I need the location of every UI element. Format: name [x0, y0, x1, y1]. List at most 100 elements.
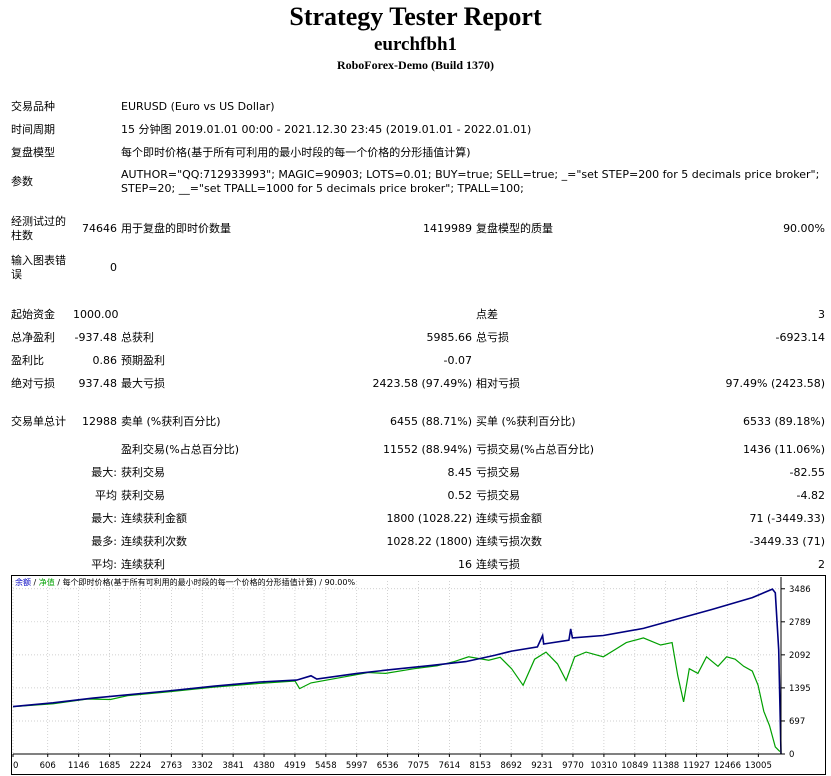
- symbol-value: EURUSD (Euro vs US Dollar): [121, 99, 275, 113]
- max-consec-profit-label: 连续获利次数: [121, 534, 187, 548]
- x-tick-label: 6536: [377, 761, 399, 771]
- bars-label: 经测试过的柱数: [11, 214, 66, 242]
- largest-profit-value: 8.45: [447, 465, 473, 479]
- abs-drawdown-value: 937.48: [78, 376, 118, 390]
- period-label: 时间周期: [11, 122, 55, 136]
- max-consec-profit-value: 1028.22 (1800): [386, 534, 472, 548]
- total-trades-value: 12988: [82, 415, 117, 428]
- params-line-2: STEP=20; __="set TPALL=1000 for 5 decima…: [121, 181, 524, 195]
- quality-label: 复盘模型的质量: [476, 221, 553, 235]
- model-label: 复盘模型: [11, 145, 55, 159]
- loss-trades-label: 亏损交易(%占总百分比): [476, 442, 595, 456]
- gross-profit-value: 5985.66: [426, 330, 473, 344]
- chart-legend: 余额 / 净值 / 每个即时价格(基于所有可利用的最小时段的每一个价格的分形插值…: [15, 577, 355, 587]
- x-tick-label: 10310: [590, 761, 617, 771]
- x-tick-label: 3841: [222, 761, 244, 771]
- x-tick-label: 8153: [469, 761, 491, 771]
- gross-loss-label: 总亏损: [476, 330, 509, 344]
- average-profit-value: 0.52: [447, 488, 473, 502]
- avg-consec-losses-value: 2: [818, 557, 826, 571]
- report-table: 交易品种 EURUSD (Euro vs US Dollar) 时间周期 15 …: [9, 95, 827, 576]
- y-tick-label: 1395: [789, 684, 811, 694]
- largest-loss-label: 亏损交易: [476, 465, 520, 479]
- y-tick-label: 2092: [789, 651, 811, 661]
- x-tick-label: 1146: [68, 761, 90, 771]
- period-value: 15 分钟图 2019.01.01 00:00 - 2021.12.30 23:…: [121, 122, 532, 136]
- average-profit-label: 获利交易: [121, 488, 165, 502]
- total-trades-label: 交易单总计: [11, 415, 66, 428]
- abs-drawdown-label: 绝对亏损: [11, 376, 55, 390]
- legend-sep: /: [31, 578, 39, 587]
- x-tick-label: 13005: [745, 761, 772, 771]
- deposit-value: 1000.00: [73, 307, 119, 321]
- x-tick-label: 12466: [714, 761, 741, 771]
- average-prefix: 平均: [95, 488, 117, 502]
- deposit-label: 起始资金: [11, 307, 55, 321]
- errors-value: 0: [110, 260, 117, 274]
- x-tick-label: 7075: [408, 761, 430, 771]
- x-tick-label: 5997: [346, 761, 368, 771]
- x-tick-label: 9231: [531, 761, 553, 771]
- average-loss-value: -4.82: [796, 488, 826, 502]
- profit-factor-label: 盈利比: [11, 353, 44, 367]
- x-tick-label: 8692: [500, 761, 522, 771]
- long-trades-label: 买单 (%获利百分比): [476, 415, 576, 428]
- x-tick-label: 11388: [652, 761, 679, 771]
- max-consec-wins-value: 1800 (1028.22): [386, 511, 472, 525]
- avg-consec-losses-label: 连续亏损: [476, 557, 520, 571]
- x-tick-label: 7614: [439, 761, 461, 771]
- x-tick-label: 5458: [315, 761, 337, 771]
- short-trades-value: 6455 (88.71%): [389, 415, 472, 428]
- win-trades-value: 11552 (88.94%): [382, 442, 472, 456]
- model-value: 每个即时价格(基于所有可利用的最小时段的每一个价格的分形插值计算): [121, 145, 471, 159]
- short-trades-label: 卖单 (%获利百分比): [121, 415, 221, 428]
- errors-label: 输入图表错误: [11, 253, 66, 281]
- expected-payoff-value: -0.07: [443, 353, 472, 367]
- gross-loss-value: -6923.14: [775, 330, 826, 344]
- rel-drawdown-value: 97.49% (2423.58): [725, 376, 826, 390]
- x-tick-label: 3302: [191, 761, 213, 771]
- balance-line: [12, 588, 782, 755]
- win-trades-label: 盈利交易(%占总百分比): [121, 442, 240, 456]
- gross-profit-label: 总获利: [121, 330, 154, 344]
- max-consec-losses-value: 71 (-3449.33): [749, 511, 826, 525]
- loss-trades-value: 1436 (11.06%): [742, 442, 826, 456]
- equity-balance-chart: 0 606 1146 1685 2224 2763 3302 3841 4380 4919 5458…: [11, 575, 826, 775]
- x-tick-label: 0: [13, 761, 18, 771]
- params-label: 参数: [11, 174, 33, 188]
- spread-value: 3: [818, 307, 826, 321]
- quality-value: 90.00%: [783, 221, 826, 235]
- avg-consec-prefix: 平均:: [91, 557, 117, 571]
- y-tick-label: 697: [789, 717, 805, 727]
- most-prefix: 最多:: [91, 534, 117, 548]
- ea-name: eurchfbh1: [373, 34, 458, 55]
- profit-factor-value: 0.86: [92, 353, 118, 367]
- long-trades-value: 6533 (89.18%): [742, 415, 826, 428]
- symbol-label: 交易品种: [11, 99, 55, 113]
- x-tick-label: 10849: [621, 761, 648, 771]
- server-build: RoboForex-Demo (Build 1370): [336, 58, 495, 72]
- avg-consec-wins-label: 连续获利: [121, 557, 165, 571]
- bars-value: 74646: [82, 221, 117, 235]
- max-consec-loss-label: 连续亏损次数: [476, 534, 542, 548]
- net-profit-value: -937.48: [74, 330, 117, 344]
- expected-payoff-label: 预期盈利: [121, 353, 165, 367]
- largest-profit-label: 获利交易: [121, 465, 165, 479]
- largest-loss-value: -82.55: [789, 465, 826, 479]
- max-drawdown-value: 2423.58 (97.49%): [372, 376, 472, 390]
- legend-rest: / 每个即时价格(基于所有可利用的最小时段的每一个价格的分形插值计算) / 90…: [55, 577, 356, 587]
- x-tick-label: 2763: [161, 761, 183, 771]
- y-tick-label: 2789: [789, 618, 811, 628]
- net-profit-label: 总净盈利: [11, 330, 55, 344]
- x-tick-label: 4919: [284, 761, 306, 771]
- avg-consec-wins-value: 16: [458, 557, 472, 571]
- x-tick-label: 1685: [99, 761, 121, 771]
- max-consec-losses-label: 连续亏损金额: [476, 511, 542, 525]
- x-tick-label: 9770: [562, 761, 584, 771]
- legend-equity: 净值: [39, 577, 55, 587]
- y-axis-ticks: 0 697 1395 2092 2789 3486: [780, 577, 811, 760]
- x-tick-label: 606: [40, 761, 56, 771]
- largest-prefix: 最大:: [91, 465, 117, 479]
- ticks-label: 用于复盘的即时价数量: [121, 221, 231, 235]
- spread-label: 点差: [476, 307, 498, 321]
